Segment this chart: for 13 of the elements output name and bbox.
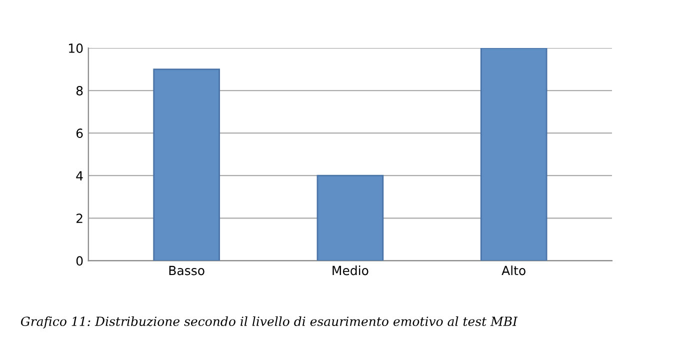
bar (153, 68, 220, 261)
y-tick-label: 2 (76, 214, 82, 223)
y-tick-label: 0 (76, 256, 83, 266)
x-tick-label: Alto (502, 266, 526, 276)
y-tick-label: 8 (76, 86, 83, 96)
x-tick-label: Medio (332, 266, 368, 276)
y-tick-label: 6 (76, 128, 83, 138)
x-tick-label: Basso (169, 266, 204, 276)
bar (316, 174, 384, 261)
y-tick-label: 4 (76, 171, 83, 180)
y-tick-label: 10 (69, 43, 83, 53)
text: Grafico 11: Distribuzione secondo il livello di esaurimento emotivo al test MBI (20, 316, 518, 328)
bar (480, 48, 548, 261)
